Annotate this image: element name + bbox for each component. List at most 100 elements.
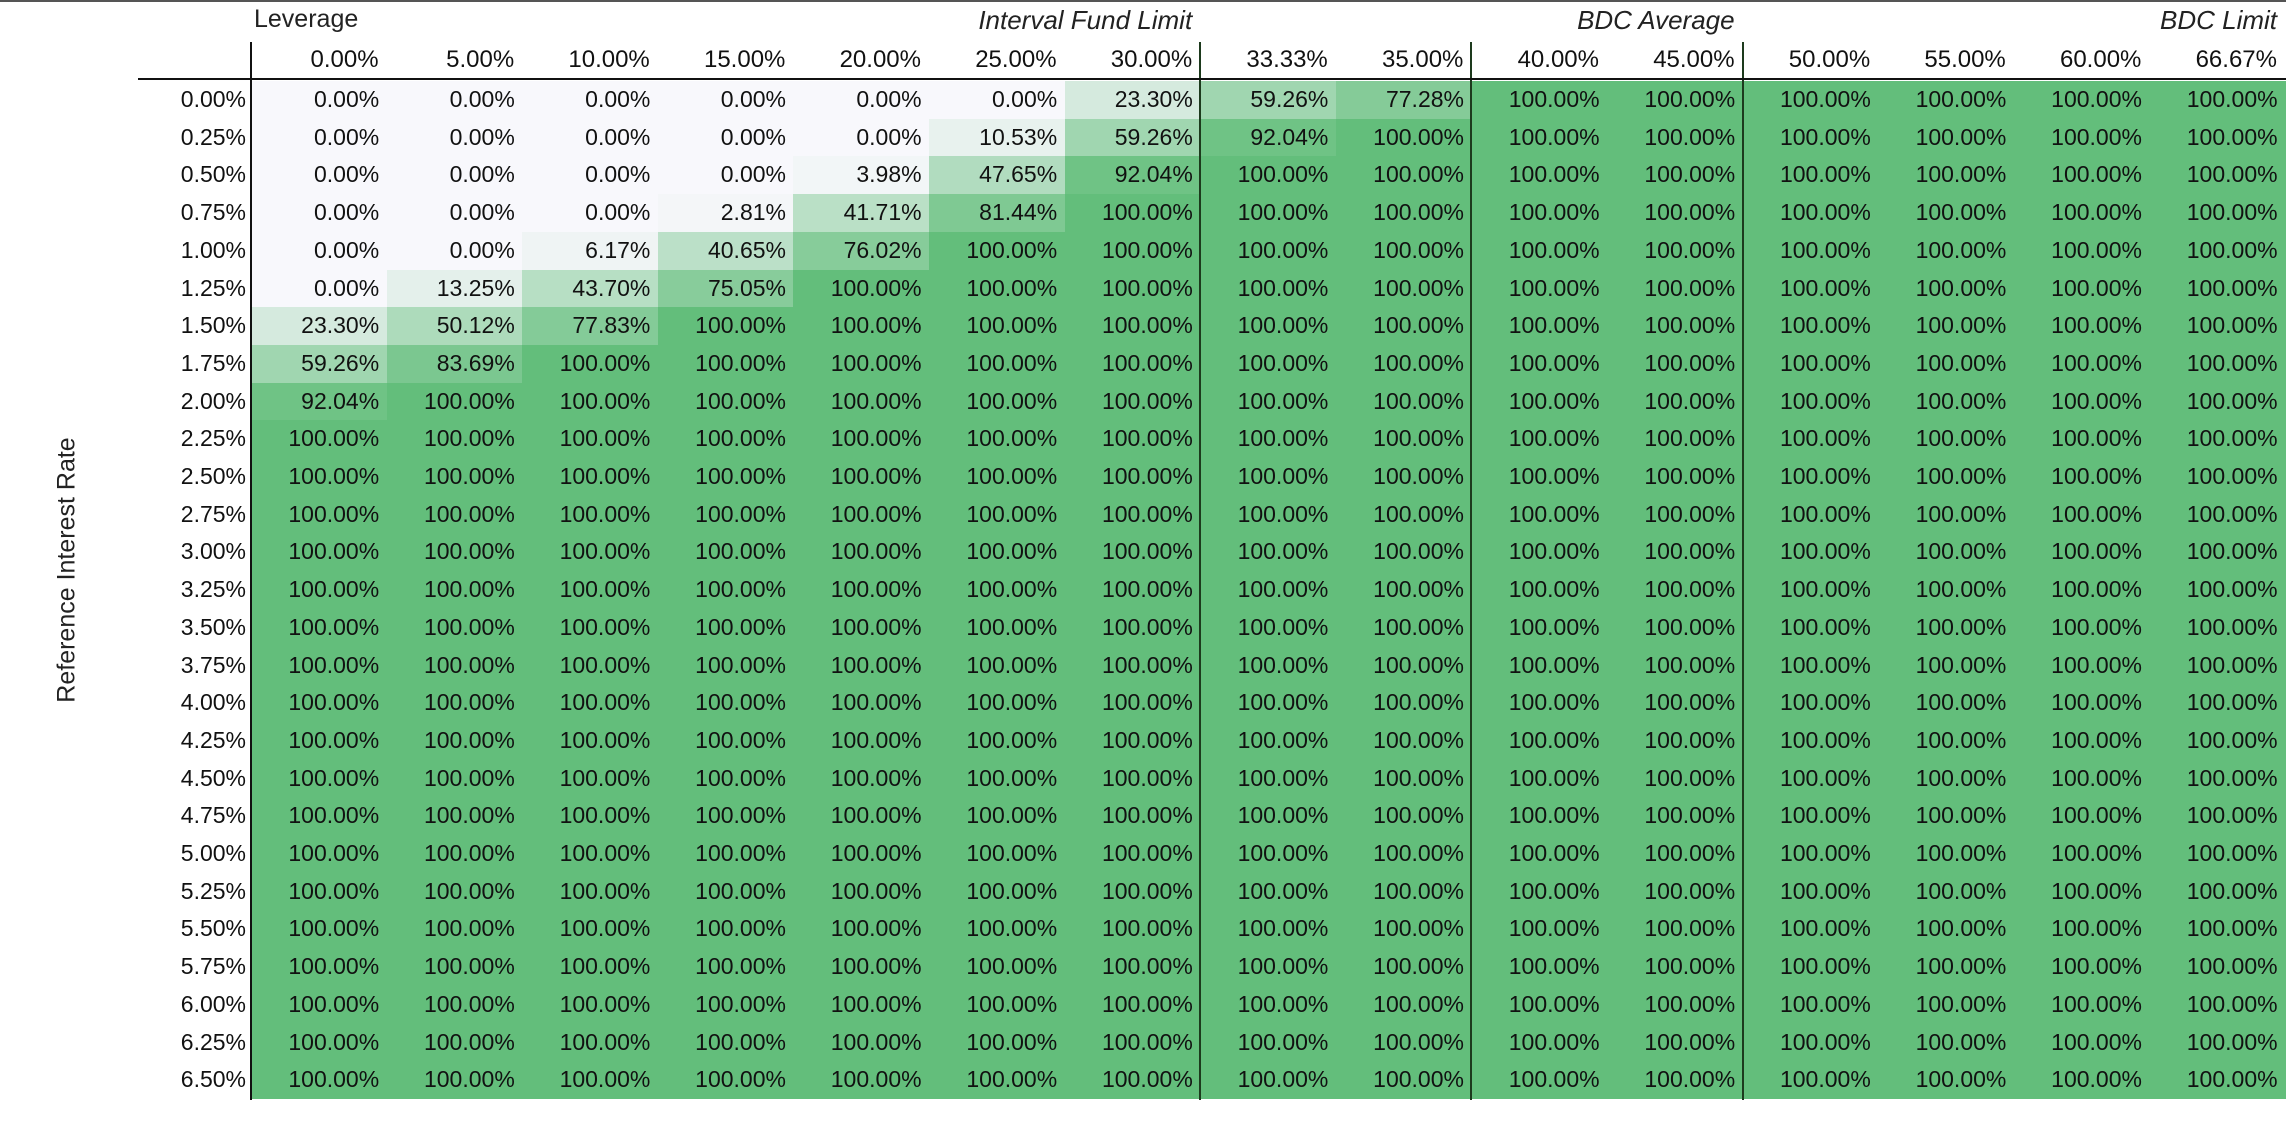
- heatmap-cell: 100.00%: [386, 759, 523, 798]
- heatmap-cell: 100.00%: [522, 420, 659, 459]
- heatmap-cell: 100.00%: [1064, 458, 1201, 497]
- heatmap-cell: 100.00%: [793, 759, 930, 798]
- heatmap-cell: 0.00%: [251, 156, 388, 195]
- heatmap-cell: 83.69%: [386, 344, 523, 384]
- heatmap-cell: 100.00%: [522, 684, 659, 723]
- heatmap-cell: 0.00%: [386, 156, 523, 195]
- heatmap-cell: 100.00%: [793, 1023, 930, 1062]
- heatmap-cell: 100.00%: [2149, 910, 2286, 949]
- column-header: 50.00%: [1788, 46, 1871, 73]
- heatmap-cell: 100.00%: [1200, 533, 1337, 572]
- heatmap-cell: 100.00%: [1064, 797, 1201, 836]
- heatmap-cell: 0.00%: [522, 81, 659, 120]
- heatmap-cell: 100.00%: [251, 571, 388, 610]
- heatmap-cell: 0.00%: [251, 269, 388, 308]
- heatmap-cell: 100.00%: [2149, 118, 2286, 157]
- heatmap-cell: 100.00%: [1335, 269, 1472, 308]
- heatmap-cell: 100.00%: [1335, 721, 1472, 761]
- heatmap-cell: 100.00%: [2013, 571, 2150, 610]
- heatmap-cell: 100.00%: [1878, 1061, 2015, 1100]
- heatmap-cell: 0.00%: [386, 194, 523, 233]
- heatmap-cell: 100.00%: [1335, 759, 1472, 798]
- heatmap-cell: 100.00%: [1200, 759, 1337, 798]
- heatmap-cell: 100.00%: [2149, 872, 2286, 911]
- x-axis-label: Leverage: [254, 5, 359, 33]
- heatmap-cell: 100.00%: [1607, 571, 1744, 610]
- heatmap-cell: 100.00%: [1335, 382, 1472, 421]
- heatmap-cell: 100.00%: [1607, 194, 1744, 233]
- heatmap-cell: 100.00%: [1471, 684, 1608, 723]
- heatmap-cell: 100.00%: [522, 759, 659, 798]
- heatmap-cell: 100.00%: [1878, 344, 2015, 384]
- heatmap-cell: 100.00%: [1878, 1023, 2015, 1062]
- heatmap-cell: 100.00%: [929, 571, 1066, 610]
- heatmap-cell: 100.00%: [929, 684, 1066, 723]
- heatmap-cell: 3.98%: [793, 156, 930, 195]
- row-header: 5.25%: [180, 877, 246, 904]
- heatmap-cell: 100.00%: [1064, 194, 1201, 233]
- heatmap-cell: 100.00%: [2149, 307, 2286, 346]
- heatmap-cell: 100.00%: [1742, 533, 1879, 572]
- heatmap-cell: 100.00%: [1200, 382, 1337, 421]
- row-header-rule: [250, 42, 252, 1100]
- heatmap-cell: 100.00%: [657, 646, 794, 685]
- heatmap-cell: 100.00%: [1607, 495, 1744, 534]
- heatmap-cell: 100.00%: [1742, 1061, 1879, 1100]
- heatmap-cell: 100.00%: [1607, 533, 1744, 572]
- heatmap-cell: 100.00%: [1335, 533, 1472, 572]
- heatmap-cell: 100.00%: [1607, 684, 1744, 723]
- row-header: 5.75%: [180, 953, 246, 980]
- heatmap-cell: 100.00%: [2149, 1023, 2286, 1062]
- heatmap-cell: 100.00%: [929, 646, 1066, 685]
- heatmap-cell: 0.00%: [251, 231, 388, 271]
- heatmap-cell: 100.00%: [1200, 985, 1337, 1025]
- heatmap-cell: 0.00%: [251, 194, 388, 233]
- column-header: 66.67%: [2195, 46, 2277, 73]
- heatmap-cell: 100.00%: [1335, 458, 1472, 497]
- heatmap-cell: 100.00%: [793, 382, 930, 421]
- column-header: 30.00%: [1110, 46, 1193, 73]
- row-header: 0.75%: [180, 199, 246, 226]
- row-header: 2.75%: [180, 500, 246, 527]
- heatmap-cell: 100.00%: [1064, 420, 1201, 459]
- heatmap-cell: 100.00%: [1471, 835, 1608, 874]
- heatmap-cell: 100.00%: [2013, 458, 2150, 497]
- heatmap-cell: 77.28%: [1335, 81, 1472, 120]
- heatmap-cell: 100.00%: [2013, 118, 2150, 157]
- heatmap-cell: 100.00%: [1471, 382, 1608, 421]
- heatmap-cell: 100.00%: [1607, 118, 1744, 157]
- heatmap-cell: 100.00%: [386, 910, 523, 949]
- heatmap-cell: 100.00%: [2149, 835, 2286, 874]
- heatmap-cell: 100.00%: [1200, 231, 1337, 271]
- heatmap-cell: 100.00%: [793, 307, 930, 346]
- heatmap-cell: 100.00%: [657, 910, 794, 949]
- heatmap-cell: 100.00%: [1878, 910, 2015, 949]
- heatmap-cell: 100.00%: [2013, 231, 2150, 271]
- heatmap-cell: 100.00%: [657, 458, 794, 497]
- heatmap-cell: 100.00%: [1607, 759, 1744, 798]
- heatmap-cell: 100.00%: [1878, 872, 2015, 911]
- heatmap-cell: 100.00%: [793, 910, 930, 949]
- heatmap-cell: 100.00%: [1742, 269, 1879, 308]
- heatmap-cell: 0.00%: [657, 156, 794, 195]
- heatmap-cell: 100.00%: [929, 608, 1066, 648]
- heatmap-cell: 100.00%: [1064, 1023, 1201, 1062]
- heatmap-cell: 100.00%: [1200, 156, 1337, 195]
- heatmap-cell: 100.00%: [1064, 382, 1201, 421]
- heatmap-cell: 100.00%: [1742, 118, 1879, 157]
- heatmap-cell: 100.00%: [2149, 194, 2286, 233]
- heatmap-cell: 100.00%: [1335, 420, 1472, 459]
- heatmap-cell: 100.00%: [522, 646, 659, 685]
- heatmap-cell: 100.00%: [1742, 608, 1879, 648]
- row-header: 3.00%: [180, 538, 246, 565]
- heatmap-cell: 100.00%: [2149, 721, 2286, 761]
- row-header: 2.50%: [180, 463, 246, 489]
- heatmap-cell: 100.00%: [1742, 948, 1879, 987]
- heatmap-cell: 100.00%: [2149, 344, 2286, 384]
- heatmap-cell: 100.00%: [929, 1061, 1066, 1100]
- heatmap-cell: 100.00%: [929, 458, 1066, 497]
- heatmap-cell: 0.00%: [657, 81, 794, 120]
- heatmap-cell: 59.26%: [251, 344, 388, 384]
- heatmap-cell: 100.00%: [1200, 495, 1337, 534]
